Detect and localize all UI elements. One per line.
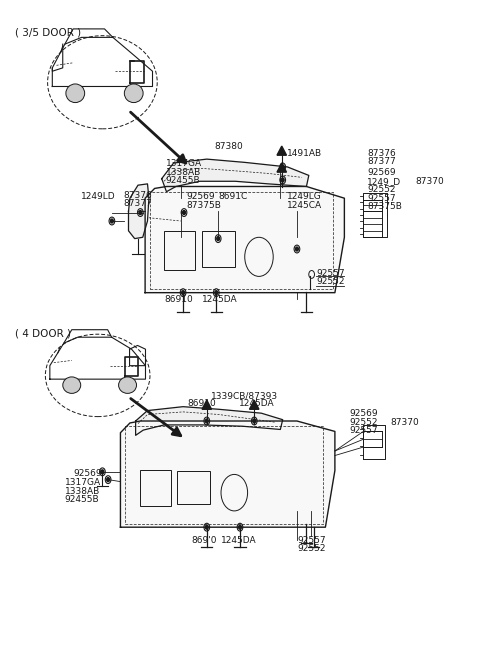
Ellipse shape bbox=[66, 84, 84, 102]
Text: 1249LD: 1249LD bbox=[81, 193, 116, 202]
Text: 87377: 87377 bbox=[367, 157, 396, 166]
Text: 92552: 92552 bbox=[316, 277, 345, 286]
Text: 1249_D: 1249_D bbox=[367, 177, 401, 186]
Polygon shape bbox=[277, 163, 287, 172]
Text: 92569: 92569 bbox=[187, 193, 216, 202]
Text: 87375B: 87375B bbox=[367, 202, 402, 212]
Circle shape bbox=[296, 247, 299, 251]
Text: 1317GA: 1317GA bbox=[64, 478, 101, 487]
Circle shape bbox=[181, 290, 184, 294]
Text: 92569: 92569 bbox=[367, 168, 396, 177]
Text: 92557: 92557 bbox=[349, 426, 378, 436]
Text: 87377: 87377 bbox=[124, 199, 153, 208]
Text: 92552: 92552 bbox=[297, 544, 325, 553]
Ellipse shape bbox=[124, 84, 143, 102]
Text: 92569: 92569 bbox=[73, 469, 102, 478]
Text: 87370: 87370 bbox=[416, 177, 444, 187]
Polygon shape bbox=[162, 159, 309, 192]
Text: ( 4 DOOR ): ( 4 DOOR ) bbox=[14, 328, 71, 338]
Text: 92552: 92552 bbox=[349, 418, 378, 427]
Text: 1338AB: 1338AB bbox=[166, 168, 201, 177]
Circle shape bbox=[281, 178, 284, 182]
Ellipse shape bbox=[63, 377, 81, 394]
Polygon shape bbox=[250, 400, 259, 409]
Circle shape bbox=[182, 211, 185, 214]
Text: 86910: 86910 bbox=[188, 399, 216, 408]
Circle shape bbox=[205, 419, 208, 423]
Circle shape bbox=[217, 237, 219, 240]
Text: 92557: 92557 bbox=[297, 535, 325, 545]
Bar bbox=[178, 470, 210, 505]
Text: 1245DA: 1245DA bbox=[202, 295, 238, 304]
Circle shape bbox=[253, 419, 256, 423]
Text: 87370: 87370 bbox=[391, 418, 420, 427]
Text: 87376: 87376 bbox=[124, 191, 153, 200]
Text: 1245DA: 1245DA bbox=[239, 399, 275, 408]
Circle shape bbox=[139, 211, 142, 214]
Circle shape bbox=[205, 525, 208, 529]
Polygon shape bbox=[277, 146, 287, 155]
Text: 1317GA: 1317GA bbox=[166, 159, 202, 168]
Circle shape bbox=[215, 290, 218, 294]
Text: 1249LG: 1249LG bbox=[288, 193, 322, 202]
Text: 92569: 92569 bbox=[349, 409, 378, 419]
Text: 1245DA: 1245DA bbox=[221, 535, 257, 545]
Text: 1491AB: 1491AB bbox=[288, 149, 323, 158]
Text: 92557: 92557 bbox=[367, 194, 396, 203]
Text: 87376: 87376 bbox=[367, 149, 396, 158]
Bar bbox=[202, 231, 235, 267]
Text: 92552: 92552 bbox=[367, 185, 396, 194]
Polygon shape bbox=[120, 421, 335, 527]
Text: 869'0: 869'0 bbox=[192, 535, 217, 545]
Text: 87380: 87380 bbox=[214, 143, 243, 151]
Text: 92455B: 92455B bbox=[64, 495, 99, 505]
Polygon shape bbox=[129, 184, 149, 238]
Text: 86910: 86910 bbox=[164, 295, 193, 304]
Circle shape bbox=[110, 219, 113, 223]
Polygon shape bbox=[145, 187, 344, 292]
Text: 92557: 92557 bbox=[316, 269, 345, 278]
Ellipse shape bbox=[119, 377, 136, 394]
Polygon shape bbox=[202, 400, 212, 409]
Bar bbox=[140, 470, 171, 506]
Bar bbox=[164, 231, 195, 270]
Circle shape bbox=[101, 470, 104, 474]
Text: ( 3/5 DOOR ): ( 3/5 DOOR ) bbox=[14, 28, 81, 37]
Polygon shape bbox=[136, 407, 283, 436]
Circle shape bbox=[239, 525, 241, 529]
Text: 92455B: 92455B bbox=[166, 176, 200, 185]
Text: 1338AB: 1338AB bbox=[64, 487, 100, 496]
Text: 87375B: 87375B bbox=[187, 201, 222, 210]
Text: 1245CA: 1245CA bbox=[288, 201, 323, 210]
Text: 8691C: 8691C bbox=[219, 193, 248, 202]
Circle shape bbox=[281, 165, 284, 169]
Text: 1339CB/87393: 1339CB/87393 bbox=[211, 391, 278, 400]
Circle shape bbox=[107, 478, 109, 482]
